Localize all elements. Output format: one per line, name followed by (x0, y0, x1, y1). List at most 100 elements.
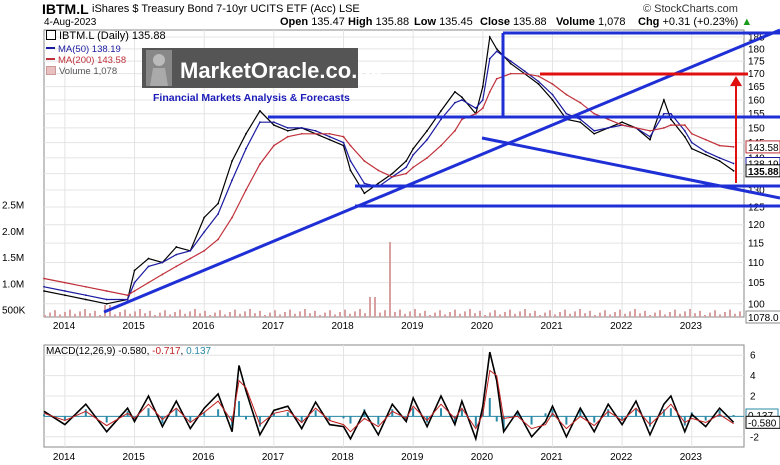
volume-bar (279, 314, 281, 317)
x-tick-label-macd: 2014 (53, 452, 76, 463)
change-label: Chg (638, 16, 660, 28)
volume-bar (649, 315, 651, 317)
volume-bar (479, 310, 481, 317)
volume-bar (199, 313, 201, 317)
x-tick-label-macd: 2019 (401, 452, 424, 463)
histogram-bar (704, 416, 707, 421)
volume-bar (359, 309, 361, 317)
high-label: High (348, 16, 373, 28)
volume-bar (74, 313, 76, 317)
volume-bar (464, 311, 466, 317)
volume-bar (459, 313, 461, 317)
volume-readout: Volume 1,078 (556, 16, 626, 28)
data-point (718, 156, 721, 159)
data-point (147, 281, 150, 284)
x-tick-label-macd: 2016 (192, 452, 215, 463)
volume-tick-label: 2.5M (2, 201, 24, 212)
volume-bar (224, 314, 226, 317)
data-point (349, 144, 352, 147)
data-point (217, 238, 220, 241)
data-point (161, 273, 164, 276)
change-up-arrow-icon: ▲ (741, 16, 753, 28)
volume-bar (159, 312, 161, 317)
volume-bar (724, 312, 726, 317)
low-readout: Low 135.45 (414, 16, 473, 28)
legend-ma200: MA(200) 143.58 (46, 55, 126, 66)
data-point (105, 298, 108, 301)
data-point (245, 189, 247, 191)
volume-bar (519, 311, 521, 317)
histogram-bar (147, 408, 150, 417)
volume-bar (524, 309, 526, 317)
x-tick-label-price: 2022 (610, 321, 633, 332)
high-readout: High 135.88 (348, 16, 409, 28)
close-label: Close (480, 16, 510, 28)
data-point (537, 83, 540, 85)
x-tick-label-price: 2015 (123, 321, 146, 332)
open-label: Open (280, 16, 309, 28)
data-point (84, 298, 87, 301)
data-point (133, 281, 136, 284)
open-value: 135.47 (311, 16, 345, 28)
histogram-bar (732, 415, 735, 417)
value-tag-box (745, 140, 780, 154)
histogram-bar (43, 414, 45, 417)
data-point (259, 110, 261, 112)
volume-bar (324, 312, 326, 317)
data-point (133, 290, 136, 292)
data-point (461, 118, 463, 121)
logo-tagline: Financial Markets Analysis & Forecasts (153, 92, 350, 104)
volume-bar (489, 312, 491, 317)
volume-bar (399, 309, 401, 317)
volume-bar (629, 311, 631, 317)
data-point (718, 144, 721, 147)
histogram-bar (189, 416, 192, 423)
volume-bar (639, 313, 641, 317)
volume-bar (149, 310, 151, 317)
trendline-1 (103, 28, 780, 314)
volume-tick-label: 500K (2, 306, 26, 317)
data-point (683, 124, 686, 126)
volume-bar (404, 313, 406, 317)
data-point (300, 132, 303, 135)
x-tick-label-macd: 2021 (540, 452, 563, 463)
volume-bar (259, 310, 261, 317)
price-swatch (46, 30, 56, 40)
data-point (391, 172, 394, 175)
volume-bar (619, 309, 621, 317)
legend-ma50: MA(50) 138.19 (46, 44, 121, 55)
price-tick-label: 160 (748, 95, 765, 106)
volume-bar (89, 313, 91, 317)
data-point (495, 77, 498, 80)
data-point (704, 138, 707, 141)
data-point (272, 124, 275, 126)
histogram-bar (217, 409, 220, 417)
price-tick-label: 115 (748, 239, 764, 250)
data-point (349, 160, 352, 162)
data-point (377, 182, 380, 185)
volume-bar (209, 315, 211, 317)
value-tag-text: 143.58 (748, 143, 779, 154)
volume-bar (414, 309, 416, 317)
volume-bar (269, 312, 271, 317)
data-point (405, 166, 408, 169)
x-tick-label-price: 2020 (471, 321, 494, 332)
data-point (495, 47, 498, 50)
volume-bar (669, 312, 671, 317)
volume-bar (679, 313, 681, 317)
change-value: +0.31 (+0.23%) (662, 16, 739, 28)
data-point (363, 160, 366, 162)
volume-swatch (46, 66, 56, 75)
data-point (704, 150, 707, 153)
volume-bar (379, 312, 381, 317)
data-point (474, 107, 477, 110)
data-point (683, 129, 686, 132)
price-tick-label: 150 (748, 123, 765, 134)
data-point (63, 290, 66, 292)
volume-bar (584, 313, 586, 317)
data-point (84, 285, 87, 288)
volume-bar (254, 313, 256, 317)
data-point (245, 147, 247, 150)
x-tick-label-macd: 2023 (680, 452, 703, 463)
data-point (565, 112, 568, 115)
